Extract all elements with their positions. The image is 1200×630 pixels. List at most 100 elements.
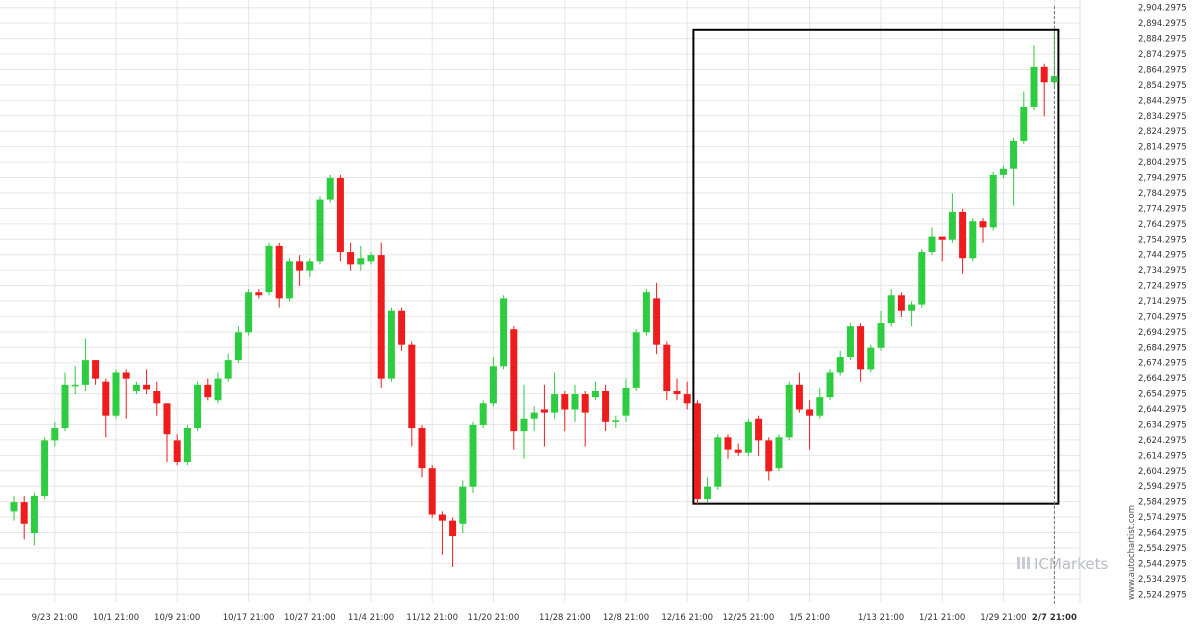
- candle-body: [857, 326, 865, 370]
- candle: [132, 381, 140, 395]
- candle-body: [214, 378, 222, 401]
- y-tick-label: 2,624.2975: [1138, 436, 1187, 446]
- candle: [265, 242, 273, 296]
- grid-lines: [0, 0, 1080, 602]
- candle: [581, 390, 589, 447]
- x-tick-label: 1/5 21:00: [789, 613, 830, 623]
- candle-body: [571, 394, 579, 410]
- candle-body: [255, 292, 263, 296]
- candle-body: [377, 255, 385, 379]
- candle-body: [642, 292, 650, 333]
- candle: [520, 384, 528, 459]
- candle: [826, 369, 834, 401]
- y-tick-label: 2,524.2975: [1138, 590, 1187, 600]
- candle: [857, 323, 865, 382]
- candle: [459, 480, 467, 533]
- y-tick-label: 2,614.2975: [1138, 451, 1187, 461]
- x-tick-label: 12/25 21:00: [723, 613, 775, 623]
- candle-body: [479, 403, 487, 425]
- candle: [163, 403, 171, 462]
- candle-body: [765, 440, 773, 472]
- candle-body: [194, 384, 202, 429]
- candle-body: [795, 384, 803, 410]
- candle: [673, 378, 681, 401]
- candle: [918, 248, 926, 308]
- candle-body: [602, 390, 610, 422]
- candle-body: [938, 236, 946, 240]
- candle-body: [979, 221, 987, 228]
- candle-body: [724, 437, 732, 450]
- candle: [61, 372, 69, 432]
- candle: [336, 174, 344, 262]
- y-tick-label: 2,654.2975: [1138, 390, 1187, 400]
- candle: [571, 384, 579, 422]
- x-tick-label: 12/16 21:00: [661, 613, 713, 623]
- candle: [979, 218, 987, 243]
- candle-body: [387, 310, 395, 379]
- x-tick-label: 1/13 21:00: [858, 613, 904, 623]
- candle: [316, 196, 324, 265]
- candle-body: [316, 199, 324, 262]
- candle: [1010, 137, 1018, 206]
- candle: [1040, 63, 1048, 117]
- candle-body: [1050, 76, 1058, 83]
- candle: [153, 381, 161, 416]
- candle-body: [245, 292, 253, 333]
- candle: [418, 424, 426, 478]
- y-tick-label: 2,894.2975: [1138, 19, 1187, 29]
- candle-body: [408, 344, 416, 429]
- x-tick-label: 10/17 21:00: [223, 613, 275, 623]
- candle: [714, 434, 722, 490]
- candle: [275, 242, 283, 308]
- candle-body: [1030, 66, 1038, 107]
- candle-body: [418, 428, 426, 469]
- candle-body: [581, 394, 589, 413]
- candle-body: [999, 168, 1007, 175]
- candle: [71, 366, 79, 395]
- y-tick-label: 2,564.2975: [1138, 529, 1187, 539]
- y-tick-label: 2,854.2975: [1138, 81, 1187, 91]
- candle: [602, 384, 610, 432]
- candle-body: [500, 298, 508, 367]
- y-tick-label: 2,844.2975: [1138, 96, 1187, 106]
- candle: [632, 329, 640, 391]
- candle: [408, 341, 416, 447]
- watermark-logo-icon: [1017, 557, 1030, 569]
- candle: [938, 236, 946, 262]
- candle: [183, 424, 191, 466]
- candle: [224, 353, 232, 382]
- candle-body: [173, 440, 181, 462]
- candle-body: [897, 295, 905, 311]
- candle-body: [1010, 140, 1018, 169]
- candle-body: [92, 360, 100, 379]
- candle-body: [755, 418, 763, 441]
- candle: [81, 338, 89, 391]
- candle: [999, 165, 1007, 178]
- y-tick-label: 2,734.2975: [1138, 266, 1187, 276]
- candle: [897, 292, 905, 317]
- candle: [612, 415, 620, 429]
- candle: [438, 511, 446, 555]
- candle-body: [683, 394, 691, 404]
- x-tick-label: 9/23 21:00: [32, 613, 78, 623]
- candle-body: [775, 437, 783, 469]
- y-tick-label: 2,604.2975: [1138, 467, 1187, 477]
- candle: [1020, 91, 1028, 145]
- x-tick-label: 10/1 21:00: [93, 613, 139, 623]
- candle: [204, 378, 212, 401]
- candle-body: [357, 258, 365, 265]
- candle-body: [714, 437, 722, 487]
- candle-body: [622, 387, 630, 416]
- candle: [928, 227, 936, 256]
- candle: [877, 310, 885, 351]
- candle-body: [122, 372, 130, 379]
- candle: [663, 341, 671, 401]
- candle: [653, 282, 661, 354]
- watermark-text: ICMarkets: [1034, 555, 1108, 573]
- candle: [969, 218, 977, 262]
- candle: [622, 378, 630, 422]
- y-tick-label: 2,874.2975: [1138, 50, 1187, 60]
- candle-body: [265, 245, 273, 293]
- candle-body: [234, 332, 242, 361]
